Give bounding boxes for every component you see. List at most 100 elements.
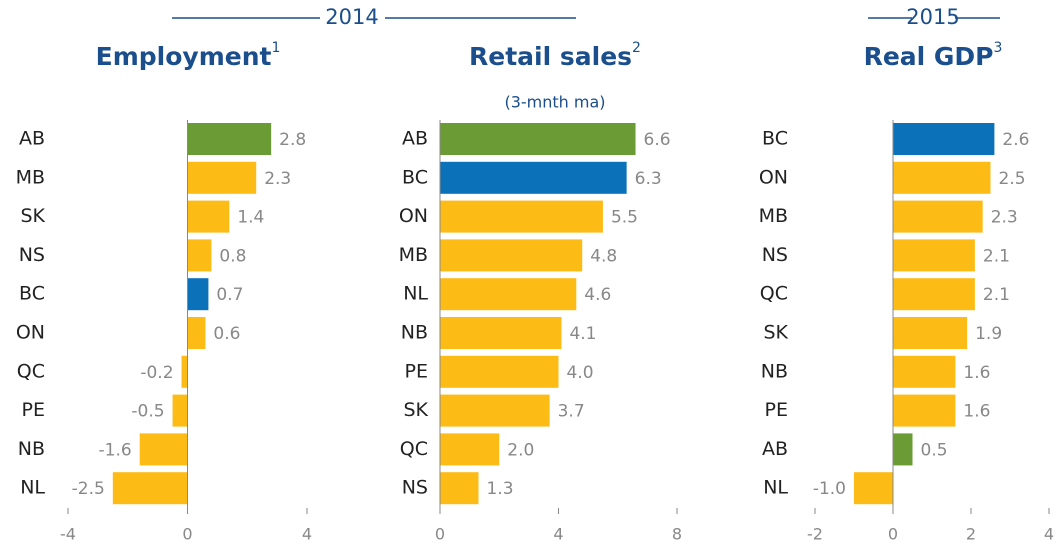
- x-tick-label: 0: [888, 525, 898, 544]
- value-label: 0.5: [921, 440, 948, 460]
- category-label: MB: [399, 244, 428, 266]
- bar: [187, 317, 206, 349]
- bar: [893, 239, 975, 272]
- category-label: NB: [18, 438, 45, 460]
- x-tick-label: 4: [553, 525, 563, 544]
- value-label: 2.8: [279, 130, 306, 150]
- value-label: 6.3: [635, 169, 662, 189]
- category-label: NL: [403, 283, 428, 305]
- value-label: -0.2: [140, 363, 173, 383]
- value-label: 0.7: [216, 285, 243, 305]
- value-label: -1.6: [99, 440, 132, 460]
- value-label: -0.5: [131, 402, 164, 422]
- category-label: NB: [401, 322, 428, 344]
- bar: [893, 278, 975, 311]
- category-label: AB: [762, 438, 788, 460]
- value-label: 4.6: [584, 285, 611, 305]
- category-label: QC: [17, 360, 45, 382]
- x-tick-label: 8: [672, 525, 682, 544]
- x-tick-label: 4: [302, 525, 312, 544]
- bar: [112, 472, 188, 505]
- chart-title: Real GDP3: [864, 40, 1003, 71]
- value-label: -1.0: [813, 479, 846, 499]
- category-label: MB: [759, 205, 788, 227]
- bar: [893, 123, 995, 155]
- category-label: SK: [20, 205, 45, 227]
- bar: [181, 355, 188, 388]
- bar: [440, 200, 603, 233]
- bar: [440, 161, 627, 194]
- x-tick-label: 0: [435, 525, 445, 544]
- category-label: QC: [400, 438, 428, 460]
- bar: [893, 355, 956, 388]
- value-label: 1.6: [963, 402, 990, 422]
- chart-title: Employment1: [96, 40, 281, 71]
- title-superscript: 2: [632, 40, 641, 56]
- bar: [893, 433, 913, 466]
- bar: [187, 161, 257, 194]
- value-label: 2.5: [999, 169, 1026, 189]
- value-label: 5.5: [611, 208, 638, 228]
- x-tick-label: -2: [807, 525, 823, 544]
- category-label: BC: [762, 128, 788, 150]
- value-label: 1.4: [237, 208, 264, 228]
- value-label: 1.3: [487, 479, 514, 499]
- category-label: MB: [16, 166, 45, 188]
- x-tick-label: 0: [182, 525, 192, 544]
- category-label: NB: [761, 360, 788, 382]
- chart-title: Retail sales2: [469, 40, 641, 71]
- category-label: PE: [22, 399, 45, 421]
- bar: [893, 200, 983, 233]
- year-header: 2014: [325, 5, 378, 29]
- bar: [440, 123, 636, 155]
- category-label: ON: [399, 205, 428, 227]
- bar: [440, 472, 479, 505]
- x-tick-label: 4: [1044, 525, 1054, 544]
- bar: [893, 161, 991, 194]
- category-label: NS: [19, 244, 45, 266]
- year-header: 2015: [906, 5, 959, 29]
- value-label: 0.8: [219, 246, 246, 266]
- value-label: 2.1: [983, 246, 1010, 266]
- value-label: 4.1: [569, 324, 596, 344]
- bar: [854, 472, 893, 505]
- title-text: Retail sales: [469, 42, 632, 71]
- category-label: PE: [765, 399, 788, 421]
- category-label: BC: [19, 283, 45, 305]
- value-label: 3.7: [558, 402, 585, 422]
- category-label: NS: [402, 477, 428, 499]
- category-label: NL: [20, 477, 45, 499]
- category-label: AB: [402, 128, 428, 150]
- category-label: ON: [759, 166, 788, 188]
- bar: [440, 433, 500, 466]
- category-label: QC: [760, 283, 788, 305]
- value-label: 2.3: [991, 208, 1018, 228]
- bar: [440, 355, 559, 388]
- value-label: 1.6: [963, 363, 990, 383]
- bar: [187, 239, 212, 272]
- title-superscript: 1: [271, 40, 280, 56]
- category-label: SK: [403, 399, 428, 421]
- bar: [440, 239, 583, 272]
- chart-subtitle: (3-mnth ma): [504, 93, 605, 112]
- bar: [440, 317, 562, 349]
- title-text: Employment: [96, 42, 272, 71]
- bar: [440, 278, 577, 311]
- value-label: 2.3: [264, 169, 291, 189]
- bar: [187, 123, 272, 155]
- title-text: Real GDP: [864, 42, 994, 71]
- bar: [139, 433, 188, 466]
- value-label: 1.9: [975, 324, 1002, 344]
- value-label: 2.1: [983, 285, 1010, 305]
- value-label: 4.8: [590, 246, 617, 266]
- bar: [187, 278, 209, 311]
- value-label: 6.6: [644, 130, 671, 150]
- bar: [893, 394, 956, 427]
- category-label: SK: [763, 322, 788, 344]
- x-tick-label: -4: [60, 525, 76, 544]
- title-superscript: 3: [994, 40, 1003, 56]
- bar: [172, 394, 188, 427]
- value-label: 0.6: [213, 324, 240, 344]
- category-label: NL: [763, 477, 788, 499]
